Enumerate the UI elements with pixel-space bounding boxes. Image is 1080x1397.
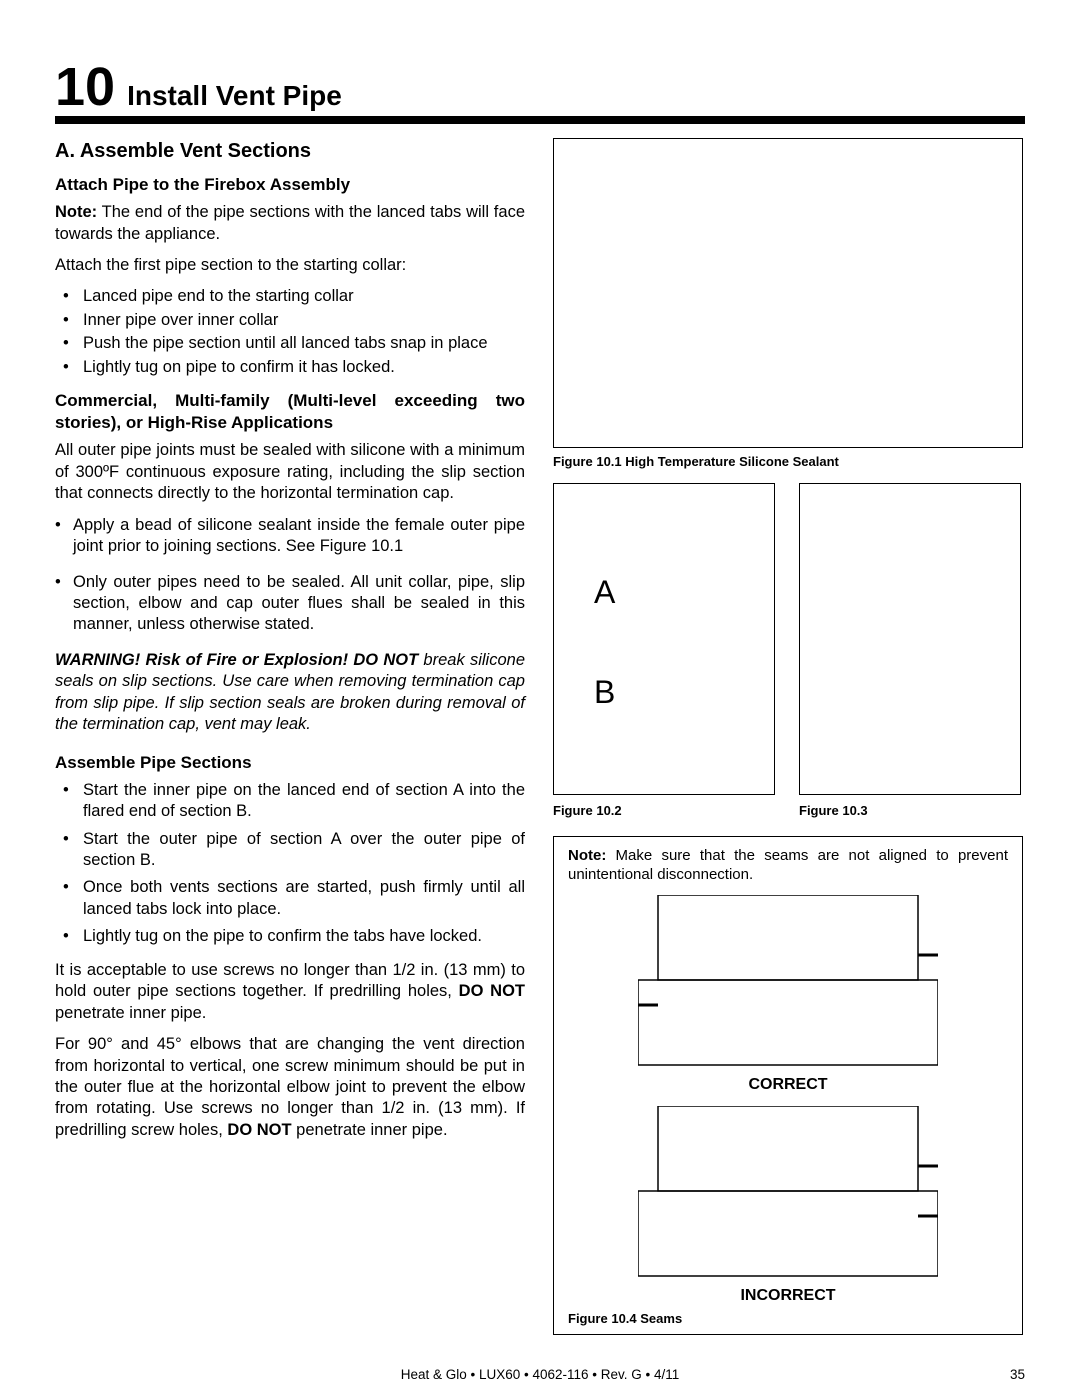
section-a-heading: A. Assemble Vent Sections: [55, 138, 525, 164]
correct-label: CORRECT: [568, 1076, 1008, 1094]
figure-10-2-caption: Figure 10.2: [553, 803, 775, 818]
incorrect-label: INCORRECT: [568, 1287, 1008, 1305]
assemble-heading: Assemble Pipe Sections: [55, 752, 525, 774]
figure-10-3-caption: Figure 10.3: [799, 803, 1021, 818]
screws-b: DO NOT: [459, 982, 525, 1000]
attach-bullets: Lanced pipe end to the starting collar I…: [55, 286, 525, 378]
figure-10-1-caption: Figure 10.1 High Temperature Silicone Se…: [553, 454, 1023, 469]
figure-caption-row: Figure 10.2 Figure 10.3: [553, 803, 1023, 818]
label-a: A: [594, 574, 615, 611]
figure-10-4-box: Note: Make sure that the seams are not a…: [553, 836, 1023, 1335]
footer-center: Heat & Glo • LUX60 • 4062-116 • Rev. G •…: [55, 1367, 1025, 1382]
footer-page-number: 35: [1010, 1367, 1025, 1382]
figure-10-1-box: [553, 138, 1023, 448]
elbow-c: penetrate inner pipe.: [292, 1121, 448, 1139]
warning-lead: WARNING! Risk of Fire or Explosion! DO N…: [55, 651, 418, 669]
label-b: B: [594, 674, 615, 711]
assemble-bullets: Start the inner pipe on the lanced end o…: [55, 780, 525, 948]
elbow-b: DO NOT: [227, 1121, 291, 1139]
seams-note-lead: Note:: [568, 847, 606, 864]
figure-10-4-caption: Figure 10.4 Seams: [568, 1311, 1008, 1326]
note-text: The end of the pipe sections with the la…: [55, 203, 525, 242]
list-item: Start the inner pipe on the lanced end o…: [61, 780, 525, 823]
warning-paragraph: WARNING! Risk of Fire or Explosion! DO N…: [55, 650, 525, 736]
figure-10-3-box: [799, 483, 1021, 795]
commercial-bullets: Apply a bead of silicone sealant inside …: [55, 515, 525, 636]
list-item: Inner pipe over inner collar: [61, 310, 525, 331]
list-item: Once both vents sections are started, pu…: [61, 877, 525, 920]
left-column: A. Assemble Vent Sections Attach Pipe to…: [55, 138, 525, 1335]
figure-10-2-box: A B: [553, 483, 775, 795]
incorrect-seam-diagram: [638, 1106, 938, 1281]
attach-intro: Attach the ﬁrst pipe section to the star…: [55, 255, 525, 276]
attach-heading: Attach Pipe to the Firebox Assembly: [55, 174, 525, 196]
seams-note: Note: Make sure that the seams are not a…: [568, 847, 1008, 885]
commercial-paragraph: All outer pipe joints must be sealed wit…: [55, 440, 525, 504]
note-paragraph: Note: The end of the pipe sections with …: [55, 202, 525, 245]
figure-row: A B: [553, 483, 1023, 795]
list-item: Start the outer pipe of section A over t…: [61, 829, 525, 872]
chapter-header: 10 Install Vent Pipe: [55, 60, 1025, 124]
elbow-paragraph: For 90° and 45° elbows that are changing…: [55, 1034, 525, 1141]
list-item: Lightly tug on the pipe to conﬁrm the ta…: [61, 926, 525, 947]
list-item: Lanced pipe end to the starting collar: [61, 286, 525, 307]
note-lead: Note:: [55, 203, 97, 221]
screws-paragraph: It is acceptable to use screws no longer…: [55, 960, 525, 1024]
screws-c: penetrate inner pipe.: [55, 1004, 206, 1022]
incorrect-seam-svg: [638, 1106, 938, 1281]
list-item: Only outer pipes need to be sealed. All …: [55, 572, 525, 636]
list-item: Lightly tug on pipe to conﬁrm it has loc…: [61, 357, 525, 378]
seams-note-text: Make sure that the seams are not aligned…: [568, 847, 1008, 883]
content-columns: A. Assemble Vent Sections Attach Pipe to…: [55, 138, 1025, 1335]
correct-seam-svg: [638, 895, 938, 1070]
list-item: Apply a bead of silicone sealant inside …: [55, 515, 525, 558]
commercial-heading: Commercial, Multi-family (Multi-level ex…: [55, 390, 525, 434]
correct-seam-diagram: [638, 895, 938, 1070]
right-column: Figure 10.1 High Temperature Silicone Se…: [553, 138, 1023, 1335]
chapter-title: Install Vent Pipe: [127, 80, 342, 116]
list-item: Push the pipe section until all lanced t…: [61, 333, 525, 354]
chapter-number: 10: [55, 60, 115, 114]
screws-a: It is acceptable to use screws no longer…: [55, 961, 525, 1000]
